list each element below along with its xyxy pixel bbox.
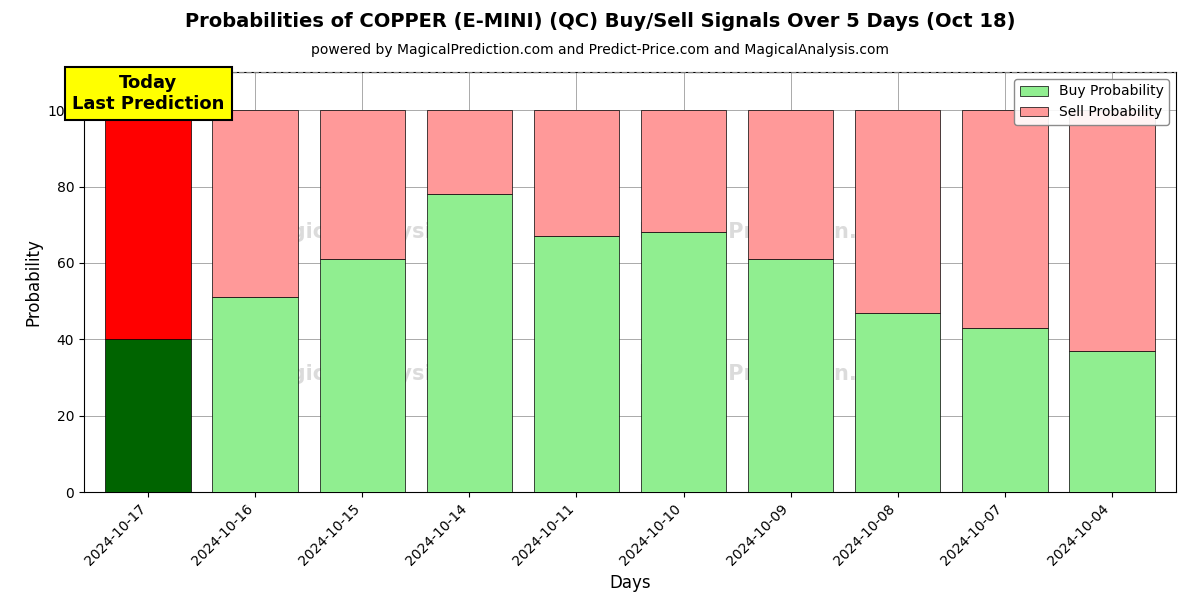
Bar [962,110,1048,328]
Text: MagicalPrediction.com: MagicalPrediction.com [638,364,906,385]
Text: powered by MagicalPrediction.com and Predict-Price.com and MagicalAnalysis.com: powered by MagicalPrediction.com and Pre… [311,43,889,57]
Bar [748,259,834,492]
Bar [854,313,941,492]
Bar [641,232,726,492]
Bar [534,110,619,236]
Bar [534,236,619,492]
Bar [1069,351,1154,492]
Bar [426,194,512,492]
Text: MagicalAnalysis.com: MagicalAnalysis.com [257,221,502,242]
Bar [106,110,191,339]
Text: MagicalAnalysis.com: MagicalAnalysis.com [257,364,502,385]
Bar [641,110,726,232]
Bar [426,110,512,194]
Text: MagicalPrediction.com: MagicalPrediction.com [638,221,906,242]
Y-axis label: Probability: Probability [24,238,42,326]
Bar [212,297,298,492]
X-axis label: Days: Days [610,574,650,592]
Bar [1069,110,1154,351]
Bar [212,110,298,297]
Bar [319,110,406,259]
Bar [854,110,941,313]
Legend: Buy Probability, Sell Probability: Buy Probability, Sell Probability [1014,79,1169,125]
Text: Probabilities of COPPER (E-MINI) (QC) Buy/Sell Signals Over 5 Days (Oct 18): Probabilities of COPPER (E-MINI) (QC) Bu… [185,12,1015,31]
Text: Today
Last Prediction: Today Last Prediction [72,74,224,113]
Bar [748,110,834,259]
Bar [962,328,1048,492]
Bar [319,259,406,492]
Bar [106,339,191,492]
